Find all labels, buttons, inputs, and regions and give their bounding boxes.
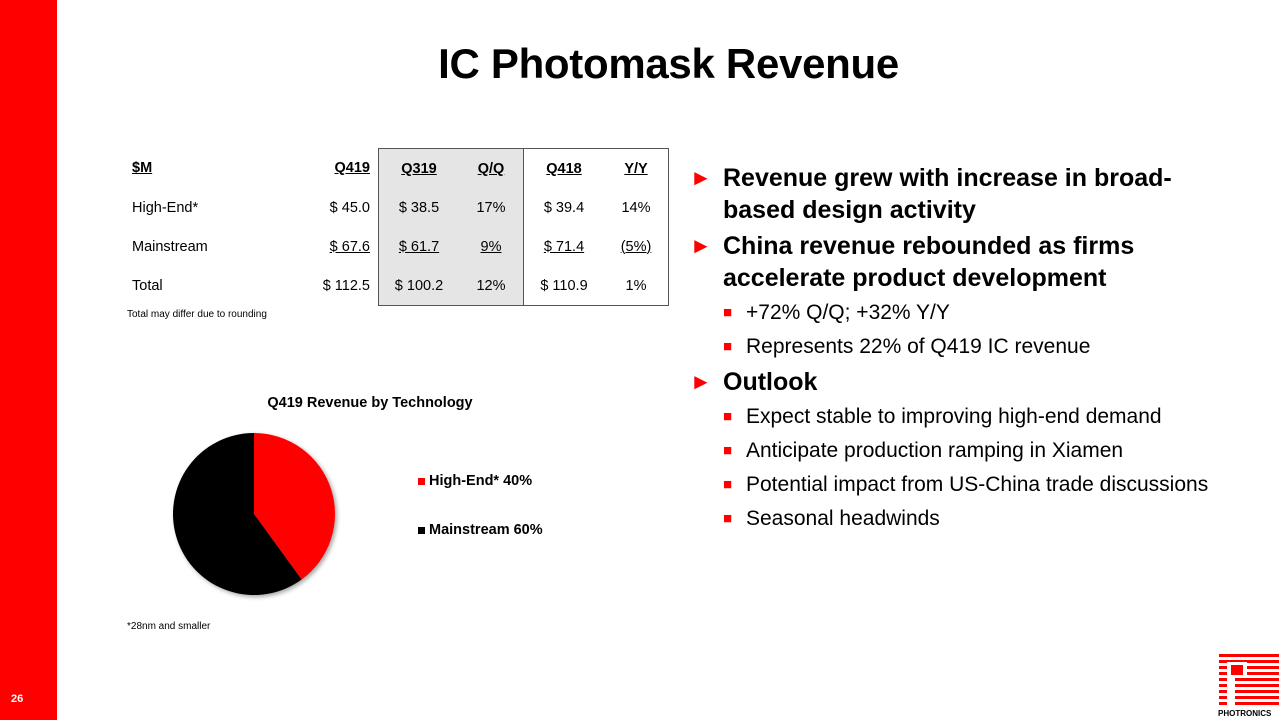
square-bullet-icon: ■ <box>723 510 733 527</box>
legend-item-mainstream: Mainstream 60% <box>418 522 543 538</box>
table-header-row: $M Q419 Q319 Q/Q Q418 Y/Y <box>124 148 669 188</box>
pie-chart <box>173 433 335 595</box>
table-cell: $ 39.4 <box>523 188 604 227</box>
bullet-text: Revenue grew with increase in broad-base… <box>723 164 1172 224</box>
legend-label: Mainstream 60% <box>429 522 543 538</box>
revenue-table: $M Q419 Q319 Q/Q Q418 Y/Y High-End* $ 45… <box>124 148 669 306</box>
table-cell: 9% <box>459 227 524 266</box>
footnote: *28nm and smaller <box>127 621 211 632</box>
photronics-logo <box>1219 654 1279 706</box>
pie-slice-high-end <box>254 433 335 580</box>
square-bullet-icon: ■ <box>723 408 733 425</box>
sub-bullet-item: ■ Seasonal headwinds <box>723 504 1230 533</box>
table-cell: (5%) <box>604 227 669 266</box>
sub-bullet-text: Expect stable to improving high-end dema… <box>746 405 1162 428</box>
square-bullet-icon: ■ <box>723 442 733 459</box>
sub-bullet-text: +72% Q/Q; +32% Y/Y <box>746 301 950 324</box>
slide-title: IC Photomask Revenue <box>438 40 899 87</box>
table-row: Mainstream $ 67.6 $ 61.7 9% $ 71.4 (5%) <box>124 227 669 266</box>
bullet-text: Outlook <box>723 368 818 396</box>
square-bullet-icon: ■ <box>723 476 733 493</box>
sub-bullet-item: ■ Expect stable to improving high-end de… <box>723 402 1230 431</box>
pie-slice-mainstream <box>173 433 302 595</box>
table-cell: $ 100.2 <box>378 266 459 306</box>
red-sidebar <box>0 0 57 720</box>
table-cell-value: 9% <box>480 238 502 255</box>
sub-bullet-item: ■ +72% Q/Q; +32% Y/Y <box>723 298 1230 327</box>
header-cell: Q/Q <box>459 148 524 188</box>
bullet-item: ► Outlook <box>690 366 1230 398</box>
bullet-item: ► Revenue grew with increase in broad-ba… <box>690 162 1230 226</box>
table-cell: $ 38.5 <box>378 188 459 227</box>
header-cell: Q319 <box>378 148 459 188</box>
triangle-right-icon: ► <box>690 165 712 190</box>
table-cell: 12% <box>459 266 524 306</box>
table-cell: $ 71.4 <box>523 227 604 266</box>
triangle-right-icon: ► <box>690 233 712 258</box>
table-cell: 1% <box>604 266 669 306</box>
table-cell-value: $ 71.4 <box>543 238 585 255</box>
table-cell: 17% <box>459 188 524 227</box>
bullet-text: China revenue rebounded as firms acceler… <box>723 232 1135 292</box>
table-cell: Mainstream <box>132 238 208 255</box>
rounding-note: Total may differ due to rounding <box>127 309 267 320</box>
table-cell: $ 110.9 <box>523 266 604 306</box>
page-number: 26 <box>11 693 24 705</box>
table-cell-value: $ 61.7 <box>398 238 440 255</box>
table-cell: $ 67.6 <box>302 227 379 266</box>
legend-swatch <box>418 477 425 485</box>
header-cell: Q418 <box>523 148 604 188</box>
header-cell: Y/Y <box>604 148 669 188</box>
table-cell: Total <box>132 277 163 294</box>
table-cell-value: $ 67.6 <box>329 238 370 255</box>
table-row: Total $ 112.5 $ 100.2 12% $ 110.9 1% <box>124 266 669 306</box>
sub-bullet-item: ■ Anticipate production ramping in Xiame… <box>723 436 1230 465</box>
header-cell: $M <box>132 160 153 177</box>
sub-bullet-text: Represents 22% of Q419 IC revenue <box>746 335 1091 358</box>
square-bullet-icon: ■ <box>723 304 733 321</box>
table-cell: $ 45.0 <box>329 199 370 216</box>
table-cell: $ 112.5 <box>322 277 370 294</box>
legend-swatch <box>418 526 425 534</box>
table-row: High-End* $ 45.0 $ 38.5 17% $ 39.4 14% <box>124 188 669 227</box>
legend-item-high-end: High-End* 40% <box>418 473 532 489</box>
table-cell-value: (5%) <box>620 238 652 255</box>
triangle-right-icon: ► <box>690 369 712 394</box>
table-cell: 14% <box>604 188 669 227</box>
chart-title: Q419 Revenue by Technology <box>267 395 473 411</box>
square-bullet-icon: ■ <box>723 338 733 355</box>
table-cell: High-End* <box>132 199 199 216</box>
sub-bullet-item: ■ Represents 22% of Q419 IC revenue <box>723 332 1230 361</box>
logo-text: PHOTRONICS <box>1218 709 1272 718</box>
legend-label: High-End* 40% <box>429 473 533 489</box>
sub-bullet-item: ■ Potential impact from US-China trade d… <box>723 470 1230 499</box>
header-cell: Q419 <box>334 160 370 177</box>
sub-bullet-text: Potential impact from US-China trade dis… <box>746 473 1209 496</box>
bullet-list: ► Revenue grew with increase in broad-ba… <box>690 162 1230 538</box>
table-cell: $ 61.7 <box>378 227 459 266</box>
sub-bullet-text: Anticipate production ramping in Xiamen <box>746 439 1124 462</box>
sub-bullet-text: Seasonal headwinds <box>746 507 940 530</box>
bullet-item: ► China revenue rebounded as firms accel… <box>690 230 1230 294</box>
